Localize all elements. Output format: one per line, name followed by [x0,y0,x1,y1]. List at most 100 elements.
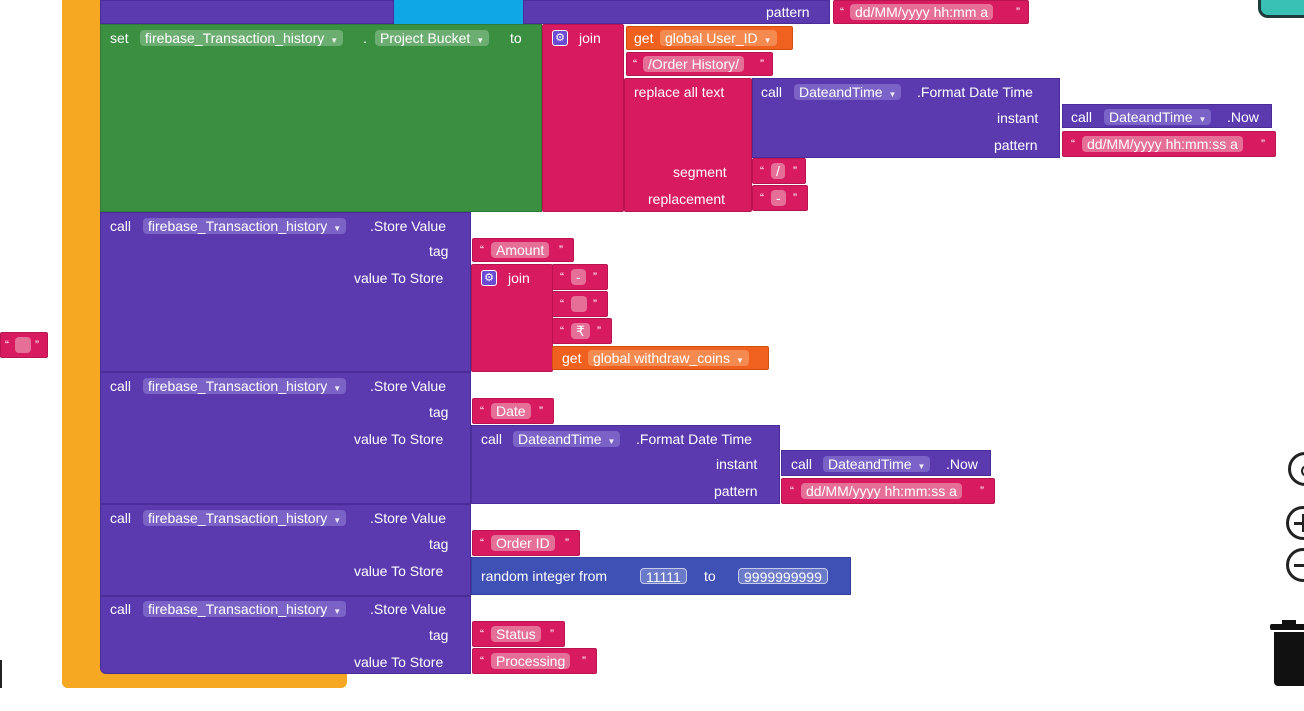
join-item-2-value[interactable] [571,296,587,312]
order-history-string[interactable]: “ /Order History/ ” [626,52,773,76]
top-prev-block[interactable] [100,0,394,24]
amount-join-block[interactable]: ⚙ join [471,264,553,372]
value-to-store-label: value To Store [354,270,444,286]
format-date-time-block[interactable]: call DateandTime ▼ .Format Date Time inst… [752,78,1060,158]
tag-order-value[interactable]: Order ID [491,535,555,551]
get-keyword: get [562,350,582,366]
join-item-3-value[interactable]: ₹ [571,323,590,339]
store-value-method: .Store Value [370,378,447,394]
pattern-label: pattern [994,137,1038,153]
component-dropdown[interactable]: firebase_Transaction_history ▼ [143,601,347,617]
top-prev-cyan [394,0,523,24]
stray-empty-string[interactable]: “ ” [0,332,48,358]
tag-label: tag [429,243,449,259]
segment-value[interactable]: / [771,163,785,179]
tag-date-value[interactable]: Date [491,403,531,419]
zoom-in-icon[interactable] [1286,506,1304,540]
stray-string-value[interactable] [15,337,31,353]
pattern-label: pattern [714,483,758,499]
pattern-string[interactable]: “ dd/MM/yyyy hh:mm:ss a ” [1062,131,1276,157]
pattern-value[interactable]: dd/MM/yyyy hh:mm:ss a [1082,136,1243,152]
join-item-3[interactable]: “ ₹ ” [552,318,612,344]
random-to-keyword: to [704,568,716,584]
join-item-2[interactable]: “ ” [552,291,608,317]
global-withdraw-coins-dropdown[interactable]: global withdraw_coins ▼ [588,350,749,366]
value-to-store-label: value To Store [354,654,444,670]
order-history-value[interactable]: /Order History/ [643,56,745,72]
random-to-value[interactable]: 9999999999 [738,568,828,585]
datetime-dropdown[interactable]: DateandTime ▼ [823,456,931,472]
join-block[interactable]: ⚙ join [542,24,624,212]
set-block[interactable]: set firebase_Transaction_history ▼ . Proj… [100,24,542,212]
set-property-dropdown[interactable]: Project Bucket ▼ [375,30,490,46]
replacement-label: replacement [648,191,726,207]
join-item-1-value[interactable]: - [571,269,586,285]
replacement-value[interactable]: - [771,190,786,206]
format-method-label: .Format Date Time [917,84,1033,100]
replace-all-block[interactable]: replace all text segment replacement [624,78,752,212]
tag-label: tag [429,536,449,552]
datetime-dropdown[interactable]: DateandTime ▼ [513,431,621,447]
value-to-store-label: value To Store [354,431,444,447]
now-method-label: .Now [1227,109,1259,125]
component-dropdown[interactable]: firebase_Transaction_history ▼ [143,510,347,526]
gear-icon[interactable]: ⚙ [481,270,497,286]
set-keyword: set [110,30,129,46]
store-value-status-block[interactable]: call firebase_Transaction_history ▼ .Stor… [100,596,471,674]
random-integer-block[interactable]: random integer from 11111 to 9999999999 [471,557,851,595]
store-value-date-block[interactable]: call firebase_Transaction_history ▼ .Stor… [100,372,471,504]
tag-date-string[interactable]: “ Date ” [472,398,554,424]
date-now-block[interactable]: call DateandTime ▼ .Now [781,450,991,476]
top-prev-method[interactable]: pattern [523,0,830,24]
set-component-dropdown[interactable]: firebase_Transaction_history ▼ [140,30,344,46]
join-item-1[interactable]: “ - ” [552,264,608,290]
tag-order-string[interactable]: “ Order ID ” [472,530,580,556]
component-dropdown[interactable]: firebase_Transaction_history ▼ [143,218,347,234]
call-keyword: call [110,510,132,526]
segment-label: segment [673,164,727,180]
zoom-out-icon[interactable] [1286,548,1304,582]
date-pattern-string[interactable]: “ dd/MM/yyyy hh:mm:ss a ” [781,478,995,504]
date-pattern-value[interactable]: dd/MM/yyyy hh:mm:ss a [801,483,962,499]
datetime-dropdown[interactable]: DateandTime ▼ [794,84,902,100]
component-dropdown[interactable]: firebase_Transaction_history ▼ [143,378,347,394]
tag-amount-string[interactable]: “ Amount ” [472,238,574,262]
get-withdraw-coins-block[interactable]: get global withdraw_coins ▼ [552,346,769,370]
random-from-value[interactable]: 11111 [640,568,687,585]
gear-icon[interactable]: ⚙ [552,30,568,46]
top-pattern-string[interactable]: “ dd/MM/yyyy hh:mm a ” [833,0,1029,24]
datetime-dropdown[interactable]: DateandTime ▼ [1104,109,1212,125]
replacement-string[interactable]: “ - ” [752,185,808,211]
trash-icon[interactable] [1270,620,1304,688]
call-keyword: call [110,601,132,617]
status-value[interactable]: Processing [491,653,571,669]
set-dot: . [363,30,367,46]
tag-status-value[interactable]: Status [491,626,541,642]
status-value-string[interactable]: “ Processing ” [472,648,597,674]
date-format-block[interactable]: call DateandTime ▼ .Format Date Time inst… [471,425,780,504]
top-pattern-value[interactable]: dd/MM/yyyy hh:mm a [850,4,994,20]
now-block[interactable]: call DateandTime ▼ .Now [1062,104,1272,128]
call-keyword: call [110,218,132,234]
tag-status-string[interactable]: “ Status ” [472,621,565,647]
global-user-id-dropdown[interactable]: global User_ID ▼ [660,30,777,46]
value-to-store-label: value To Store [354,563,444,579]
call-keyword: call [791,456,813,472]
join-keyword: join [508,270,530,286]
tag-amount-value[interactable]: Amount [491,242,550,258]
backpack-icon[interactable] [1258,0,1304,18]
workspace-scroll-marker [0,660,2,688]
join-keyword: join [579,30,601,46]
random-integer-label: random integer from [481,568,608,584]
call-keyword: call [481,431,503,447]
tag-label: tag [429,404,449,420]
store-value-amount-block[interactable]: call firebase_Transaction_history ▼ .Stor… [100,212,471,372]
set-to-keyword: to [510,30,522,46]
get-user-id-block[interactable]: get global User_ID ▼ [626,26,793,50]
segment-string[interactable]: “ / ” [752,158,806,184]
replace-all-label: replace all text [634,84,725,100]
store-value-order-block[interactable]: call firebase_Transaction_history ▼ .Stor… [100,504,471,596]
instant-label: instant [997,110,1039,126]
zoom-center-icon[interactable] [1288,452,1304,486]
event-block-frame[interactable] [62,0,102,688]
